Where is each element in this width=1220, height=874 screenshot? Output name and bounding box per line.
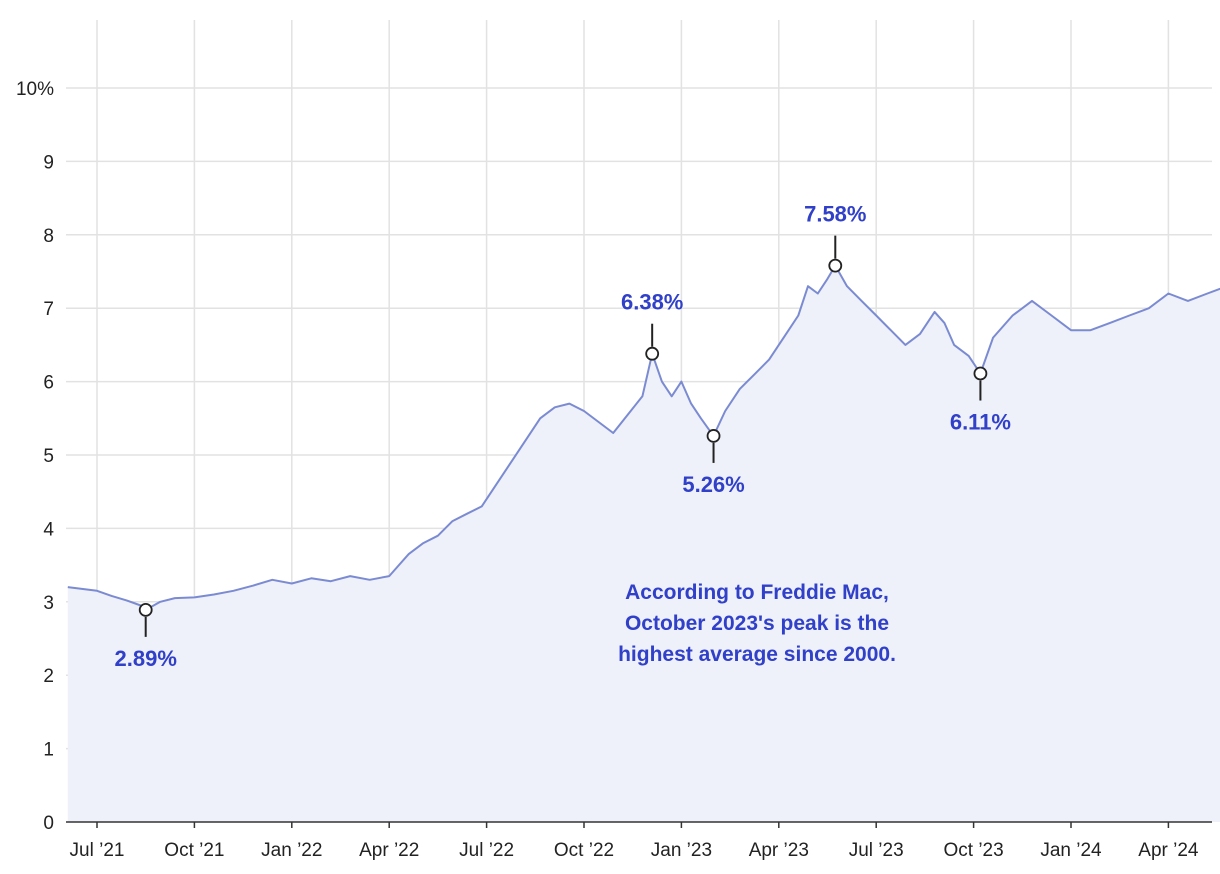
y-tick-label: 5 bbox=[43, 446, 54, 467]
x-tick-label: Jan ’22 bbox=[261, 840, 322, 861]
note: According to Freddie Mac, October 2023's… bbox=[618, 581, 896, 666]
area-layer bbox=[67, 264, 1220, 822]
note-line-2: October 2023's peak is the bbox=[625, 612, 889, 635]
annotation-marker bbox=[706, 429, 721, 443]
x-tick-label: Jul ’23 bbox=[849, 840, 904, 861]
x-tick-label: Apr ’23 bbox=[749, 840, 809, 861]
annotation-label: 6.11% bbox=[950, 410, 1011, 435]
x-tick-label: Oct ’22 bbox=[554, 840, 614, 861]
x-tick-label: Apr ’22 bbox=[359, 840, 419, 861]
annotation-marker bbox=[973, 366, 988, 381]
x-tick-label: Jan ’23 bbox=[651, 840, 712, 861]
y-tick-label: 6 bbox=[43, 373, 54, 394]
x-tick-label: Apr ’24 bbox=[1138, 840, 1199, 861]
x-tick-label: Jul ’22 bbox=[459, 840, 514, 861]
y-tick-label: 7 bbox=[43, 299, 54, 320]
y-tick-label: 8 bbox=[43, 226, 54, 247]
series-area-fill bbox=[67, 265, 1220, 822]
x-tick-label: Jul ’21 bbox=[70, 840, 125, 861]
y-tick-label: 4 bbox=[43, 519, 54, 540]
annotation-label: 6.38% bbox=[621, 290, 683, 315]
x-tick-label: Oct ’21 bbox=[164, 840, 224, 861]
note-line-1: According to Freddie Mac, bbox=[625, 581, 889, 604]
annotation-marker bbox=[138, 602, 153, 617]
annotation-label: 5.26% bbox=[682, 472, 744, 497]
annotation-marker bbox=[828, 258, 843, 273]
annotations: 2.89%6.38%5.26%7.58%6.11%8.45%6.91%7.65% bbox=[115, 202, 1011, 671]
x-tick-label: Jan ’24 bbox=[1040, 840, 1102, 861]
y-tick-label: 0 bbox=[43, 813, 54, 834]
y-tick-label: 2 bbox=[43, 666, 54, 687]
axes: 0 1 2 3 4 5 6 7 8 9 10% Jul ’21 Oct ’21 Jan ’22 Apr ’2… bbox=[16, 79, 1212, 861]
y-tick-label: 1 bbox=[43, 740, 54, 761]
y-tick-label: 9 bbox=[43, 152, 54, 173]
x-tick-label: Oct ’23 bbox=[943, 840, 1003, 861]
annotation-label: 2.89% bbox=[115, 646, 177, 671]
y-tick-label: 3 bbox=[43, 593, 54, 614]
annotation-marker bbox=[645, 346, 660, 361]
annotation-label: 7.58% bbox=[804, 202, 866, 227]
series-line bbox=[67, 264, 1220, 611]
note-line-3: highest average since 2000. bbox=[618, 643, 896, 666]
y-tick-label: 10% bbox=[16, 79, 54, 100]
